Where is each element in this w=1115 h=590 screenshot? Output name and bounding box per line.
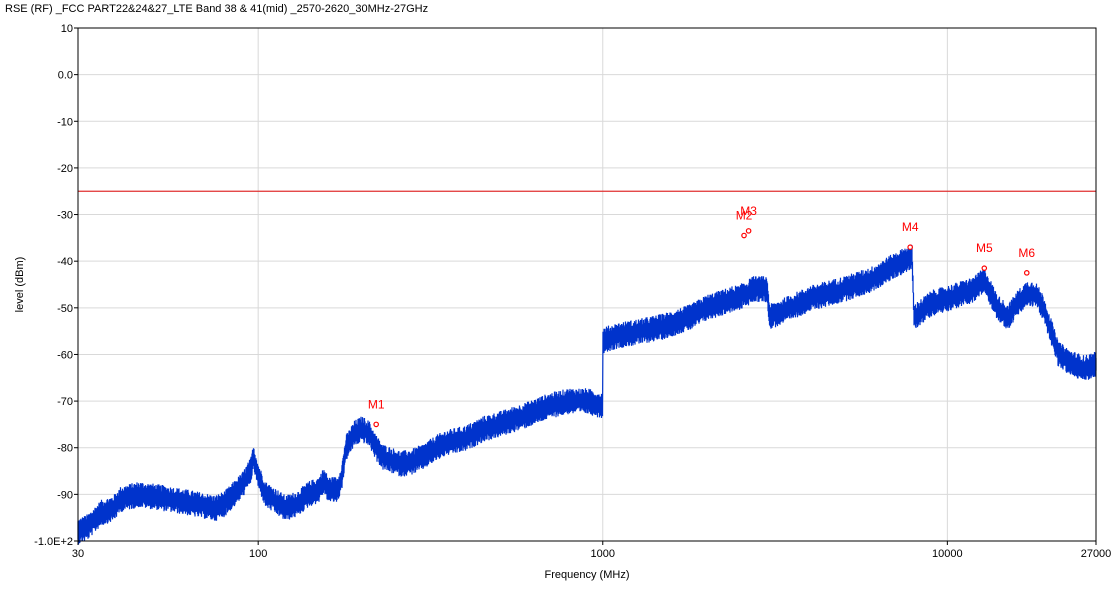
plot-frame [77,27,1097,542]
y-tick-label: 0.0 [58,70,73,82]
marker-point [745,228,752,234]
x-tick-label: 10000 [932,548,963,560]
marker-point [907,244,913,250]
spectrum-trace [77,244,1097,545]
marker-point [741,232,747,239]
y-tick-label: -90 [57,489,73,501]
marker-label: M6 [1018,246,1035,260]
marker-point [981,265,988,271]
x-tick-label: 30 [72,548,84,560]
y-tick-label: -10 [57,116,73,128]
y-tick-label: -20 [57,163,73,175]
marker-label: M2 [736,209,753,223]
y-tick-label: -50 [57,303,73,315]
y-tick-label: -70 [57,396,73,408]
x-tick-label: 1000 [591,548,615,560]
tick-layer: 10 0.0 -10 -20 -30 -40 -50 -60 -70 -80 -90 -1.0E+23… [34,23,1111,560]
y-tick-label: -1.0E+2 [34,536,73,548]
y-tick-label: 10 [61,23,73,35]
marker-label: M1 [368,397,385,411]
marker-label: M3 [740,204,757,218]
y-tick-label: -60 [57,349,73,361]
x-axis-title: Frequency (MHz) [545,569,630,581]
chart-title: RSE (RF) _FCC PART22&24&27_LTE Band 38 &… [5,3,429,15]
x-tick-label: 27000 [1081,548,1112,560]
marker-point [373,421,379,428]
x-tick-label: 100 [249,548,267,560]
y-tick-label: -40 [57,256,73,268]
grid-layer [77,27,1097,542]
series-layer [77,244,1097,545]
y-tick-label: -80 [57,443,73,455]
marker-point [1023,270,1030,276]
y-axis-title: level (dBm) [14,257,26,313]
marker-label: M5 [976,241,993,255]
y-tick-label: -30 [57,210,73,222]
marker-label: M4 [902,220,919,234]
